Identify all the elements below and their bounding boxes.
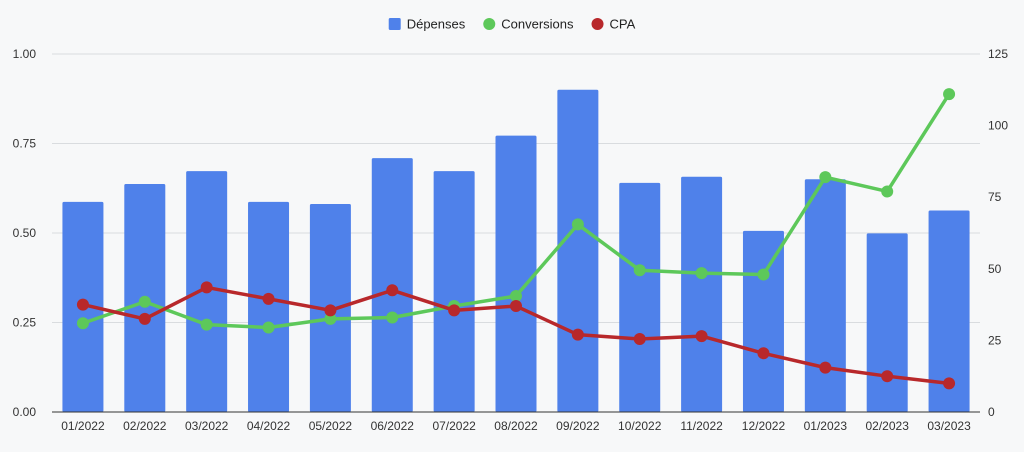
bar-03-2023	[928, 210, 970, 412]
point-cpa	[448, 304, 461, 317]
bar-series-depenses	[62, 89, 970, 413]
point-conversions	[943, 88, 956, 101]
y-right-tick-label: 0	[988, 405, 995, 419]
point-cpa	[510, 300, 522, 313]
point-conversions	[200, 318, 213, 331]
legend-item-cpa[interactable]: CPA	[591, 17, 636, 32]
bar-04-2022	[248, 201, 290, 412]
x-tick-label: 10/2022	[618, 419, 662, 433]
x-tick-label: 01/2023	[804, 419, 848, 433]
x-tick-label: 01/2022	[61, 419, 105, 433]
bar-01-2023	[804, 179, 846, 412]
x-tick-label: 03/2022	[185, 419, 229, 433]
y-right-tick-label: 25	[988, 333, 1002, 347]
x-tick-label: 08/2022	[494, 419, 538, 433]
point-cpa	[262, 292, 275, 305]
y-right-tick-label: 75	[988, 190, 1002, 204]
point-conversions	[881, 185, 894, 198]
bar-10-2022	[619, 182, 661, 412]
y-left-tick-label: 1.00	[13, 47, 37, 61]
point-cpa	[571, 328, 584, 341]
point-conversions	[324, 312, 337, 325]
point-cpa	[819, 361, 832, 374]
point-cpa	[138, 312, 151, 325]
bar-07-2022	[433, 171, 475, 412]
legend-label: CPA	[610, 17, 636, 32]
legend-swatch-square	[388, 18, 401, 30]
point-conversions	[695, 267, 708, 280]
point-cpa	[633, 332, 646, 345]
legend-item-dépenses[interactable]: Dépenses	[388, 17, 466, 32]
y-left-tick-label: 0.75	[13, 137, 37, 151]
point-conversions	[571, 218, 584, 231]
point-cpa	[695, 330, 708, 343]
x-tick-label: 06/2022	[371, 419, 415, 433]
x-tick-label: 05/2022	[309, 419, 353, 433]
x-tick-label: 11/2022	[680, 419, 723, 433]
point-cpa	[757, 347, 770, 360]
legend-label: Dépenses	[407, 17, 466, 32]
point-cpa	[943, 377, 956, 390]
point-conversions	[633, 264, 646, 277]
legend-swatch-dot	[483, 18, 496, 30]
axes: 0.00 0.25 0.50 0.75 1.00 0 25 50 75 100 125 01/2022…	[13, 47, 1009, 433]
legend: Dépenses Conversions CPA	[388, 17, 636, 32]
bar-02-2023	[866, 233, 908, 412]
x-tick-label: 04/2022	[247, 419, 291, 433]
point-conversions	[819, 171, 832, 184]
y-left-tick-label: 0.25	[13, 316, 37, 330]
point-conversions	[386, 311, 399, 324]
y-right-tick-label: 125	[988, 47, 1008, 61]
x-tick-label: 03/2023	[927, 419, 971, 433]
point-conversions	[510, 290, 522, 303]
point-cpa	[324, 304, 337, 317]
x-tick-label: 02/2023	[866, 419, 910, 433]
bar-11-2022	[681, 176, 723, 412]
bar-08-2022	[495, 135, 537, 412]
bar-12-2022	[742, 230, 784, 412]
point-conversions	[138, 295, 151, 308]
y-left-tick-label: 0.00	[13, 405, 37, 419]
legend-label: Conversions	[501, 17, 574, 32]
y-left-tick-label: 0.50	[13, 226, 37, 240]
point-cpa	[881, 370, 894, 383]
y-right-tick-label: 100	[988, 119, 1008, 133]
x-tick-label: 02/2022	[123, 419, 167, 433]
point-cpa	[76, 298, 89, 311]
point-cpa	[200, 281, 213, 294]
y-right-tick-label: 50	[988, 262, 1002, 276]
line-series	[76, 88, 956, 390]
x-tick-label: 07/2022	[432, 419, 476, 433]
point-conversions	[76, 317, 89, 330]
x-tick-label: 09/2022	[556, 419, 600, 433]
point-conversions	[757, 268, 770, 281]
bar-09-2022	[557, 89, 599, 413]
x-tick-label: 12/2022	[742, 419, 786, 433]
legend-swatch-dot	[591, 18, 604, 30]
point-cpa	[386, 284, 399, 297]
point-conversions	[262, 321, 275, 334]
legend-item-conversions[interactable]: Conversions	[483, 17, 574, 32]
